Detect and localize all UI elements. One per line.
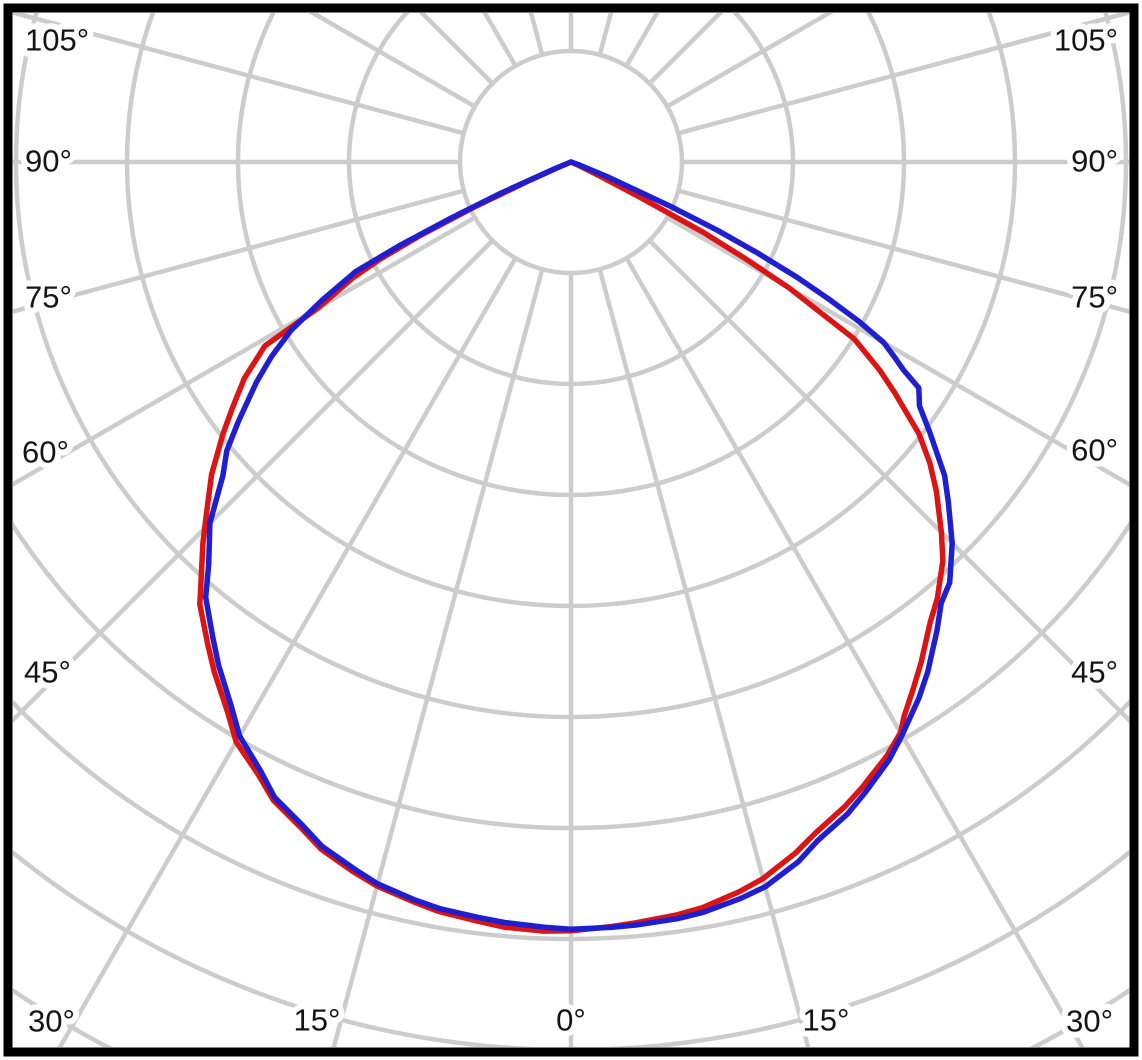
angle-label: 105° (1054, 23, 1118, 58)
grid-radial (57, 255, 518, 1047)
chart-frame (3, 3, 1139, 1057)
blue-curve (202, 159, 955, 932)
angle-label: 30° (1066, 1004, 1113, 1039)
angle-label: 45° (24, 655, 71, 690)
angle-label: 60° (22, 435, 69, 470)
grid-radial (13, 188, 467, 314)
angle-label: 75° (25, 280, 72, 315)
grid-radial (647, 238, 1129, 724)
angle-label: 60° (1071, 433, 1118, 468)
angle-label: 0° (556, 1003, 586, 1038)
angle-label: 90° (1071, 144, 1118, 179)
grid-radial (13, 13, 467, 136)
grid-radial (13, 238, 495, 724)
grid-radial (331, 266, 545, 1047)
angle-label: 15° (294, 1003, 341, 1038)
grid-radial (624, 255, 1085, 1047)
angle-label: 90° (25, 144, 72, 179)
grid-radial (13, 215, 478, 487)
grid-radial (664, 215, 1129, 487)
angle-label: 30° (28, 1004, 75, 1039)
grid-radial (675, 13, 1129, 136)
curves-layer (197, 159, 955, 934)
angle-label: 15° (803, 1003, 850, 1038)
grid-radial (597, 266, 811, 1047)
angle-label: 105° (25, 23, 89, 58)
angle-label: 75° (1071, 280, 1118, 315)
angle-label: 45° (1071, 655, 1118, 690)
angle-labels: 105° 90° 75° 60° 45° 105° 90° 75° 60° 45° 30° 15° 0°… (16, 17, 1124, 1045)
grid-radial (675, 188, 1129, 314)
